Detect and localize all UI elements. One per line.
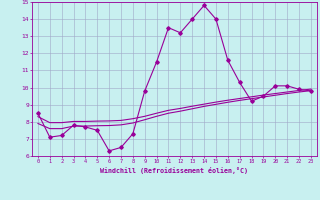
X-axis label: Windchill (Refroidissement éolien,°C): Windchill (Refroidissement éolien,°C) — [100, 167, 248, 174]
